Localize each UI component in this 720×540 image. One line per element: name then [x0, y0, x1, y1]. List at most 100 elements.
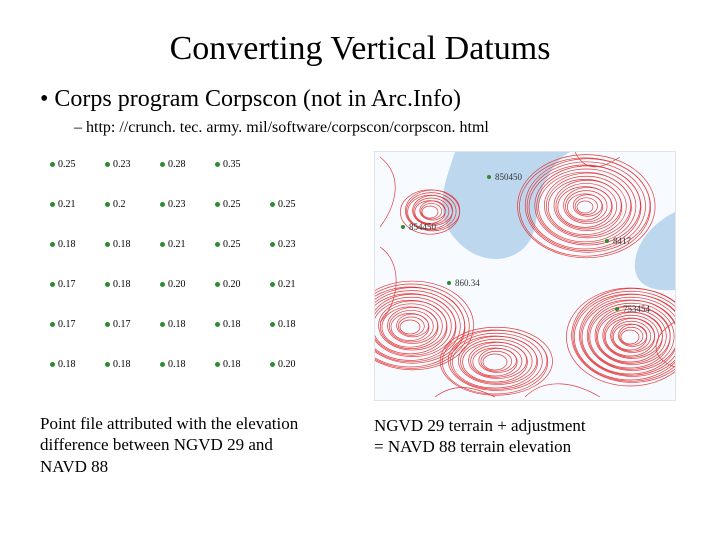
topo-figure: 850450854450860.348417753454 NGVD 29 ter…: [374, 151, 680, 458]
point-label: 0.23: [113, 159, 131, 170]
grid-point: 0.18: [270, 319, 296, 330]
point-label: 0.18: [168, 359, 186, 370]
grid-point: 0.18: [215, 319, 241, 330]
point-dot-icon: [160, 282, 165, 287]
point-label: 0.2: [113, 199, 126, 210]
point-dot-icon: [270, 242, 275, 247]
point-dot-icon: [215, 322, 220, 327]
point-label: 0.21: [58, 199, 76, 210]
point-label: 0.20: [168, 279, 186, 290]
grid-point: 0.23: [105, 159, 131, 170]
point-dot-icon: [105, 242, 110, 247]
grid-point: 0.17: [50, 279, 76, 290]
point-dot-icon: [50, 362, 55, 367]
grid-point: 0.18: [105, 239, 131, 250]
point-label: 0.28: [168, 159, 186, 170]
point-label: 0.18: [113, 359, 131, 370]
grid-point: 0.21: [160, 239, 186, 250]
grid-point: 0.20: [160, 279, 186, 290]
point-label: 0.18: [168, 319, 186, 330]
grid-point: 0.18: [50, 359, 76, 370]
grid-point: 0.2: [105, 199, 126, 210]
grid-point: 0.20: [215, 279, 241, 290]
slide-title: Converting Vertical Datums: [40, 30, 680, 68]
elevation-label: 8417: [613, 236, 632, 246]
point-dot-icon: [105, 362, 110, 367]
point-dot-icon: [215, 362, 220, 367]
grid-point: 0.17: [50, 319, 76, 330]
point-label: 0.18: [223, 319, 241, 330]
point-dot-icon: [50, 282, 55, 287]
grid-point: 0.18: [50, 239, 76, 250]
grid-point: 0.25: [215, 239, 241, 250]
point-grid-figure: 0.25 0.23 0.28 0.35 0.21 0.2 0.23 0.25 0.25 0.18 0…: [40, 151, 346, 477]
point-label: 0.17: [113, 319, 131, 330]
grid-point: 0.23: [270, 239, 296, 250]
elevation-label: 753454: [623, 304, 651, 314]
point-dot-icon: [270, 322, 275, 327]
grid-point: 0.18: [160, 359, 186, 370]
point-dot-icon: [270, 362, 275, 367]
point-label: 0.18: [113, 239, 131, 250]
point-grid-canvas: 0.25 0.23 0.28 0.35 0.21 0.2 0.23 0.25 0.25 0.18 0…: [40, 151, 330, 401]
topo-caption: NGVD 29 terrain + adjustment = NAVD 88 t…: [374, 415, 674, 458]
point-dot-icon: [215, 162, 220, 167]
point-label: 0.18: [223, 359, 241, 370]
grid-point: 0.21: [270, 279, 296, 290]
point-label: 0.18: [58, 359, 76, 370]
bullet-main: Corps program Corpscon (not in Arc.Info): [40, 86, 680, 113]
grid-point: 0.23: [160, 199, 186, 210]
grid-point: 0.35: [215, 159, 241, 170]
topo-caption-line2: = NAVD 88 terrain elevation: [374, 437, 571, 456]
topo-canvas: 850450854450860.348417753454: [374, 151, 676, 401]
point-dot-icon: [270, 282, 275, 287]
point-dot-icon: [215, 202, 220, 207]
point-dot-icon: [270, 202, 275, 207]
point-dot-icon: [50, 242, 55, 247]
point-dot-icon: [50, 322, 55, 327]
point-dot-icon: [160, 362, 165, 367]
grid-point: 0.18: [160, 319, 186, 330]
point-label: 0.20: [223, 279, 241, 290]
point-label: 0.25: [278, 199, 296, 210]
grid-point: 0.18: [215, 359, 241, 370]
point-label: 0.25: [58, 159, 76, 170]
topo-caption-line1: NGVD 29 terrain + adjustment: [374, 416, 586, 435]
point-dot-icon: [105, 322, 110, 327]
point-label: 0.21: [168, 239, 186, 250]
bullet-sub-url: http: //crunch. tec. army. mil/software/…: [74, 119, 680, 137]
point-label: 0.20: [278, 359, 296, 370]
elevation-label: 860.34: [455, 278, 480, 288]
elevation-label: 854450: [409, 222, 437, 232]
grid-point: 0.25: [215, 199, 241, 210]
point-label: 0.17: [58, 319, 76, 330]
point-dot-icon: [50, 162, 55, 167]
point-dot-icon: [50, 202, 55, 207]
point-label: 0.18: [278, 319, 296, 330]
point-label: 0.18: [113, 279, 131, 290]
grid-point: 0.18: [105, 359, 131, 370]
grid-point: 0.25: [50, 159, 76, 170]
grid-point: 0.17: [105, 319, 131, 330]
point-dot-icon: [160, 202, 165, 207]
point-dot-icon: [160, 322, 165, 327]
point-dot-icon: [215, 242, 220, 247]
point-label: 0.18: [58, 239, 76, 250]
point-label: 0.25: [223, 239, 241, 250]
figure-row: 0.25 0.23 0.28 0.35 0.21 0.2 0.23 0.25 0.25 0.18 0…: [40, 151, 680, 477]
point-label: 0.17: [58, 279, 76, 290]
point-dot-icon: [105, 162, 110, 167]
point-dot-icon: [160, 242, 165, 247]
grid-point: 0.28: [160, 159, 186, 170]
grid-point: 0.20: [270, 359, 296, 370]
point-label: 0.35: [223, 159, 241, 170]
point-label: 0.21: [278, 279, 296, 290]
grid-point: 0.25: [270, 199, 296, 210]
point-label: 0.23: [168, 199, 186, 210]
grid-point: 0.18: [105, 279, 131, 290]
point-label: 0.25: [223, 199, 241, 210]
grid-point: 0.21: [50, 199, 76, 210]
point-label: 0.23: [278, 239, 296, 250]
point-dot-icon: [105, 282, 110, 287]
point-dot-icon: [160, 162, 165, 167]
